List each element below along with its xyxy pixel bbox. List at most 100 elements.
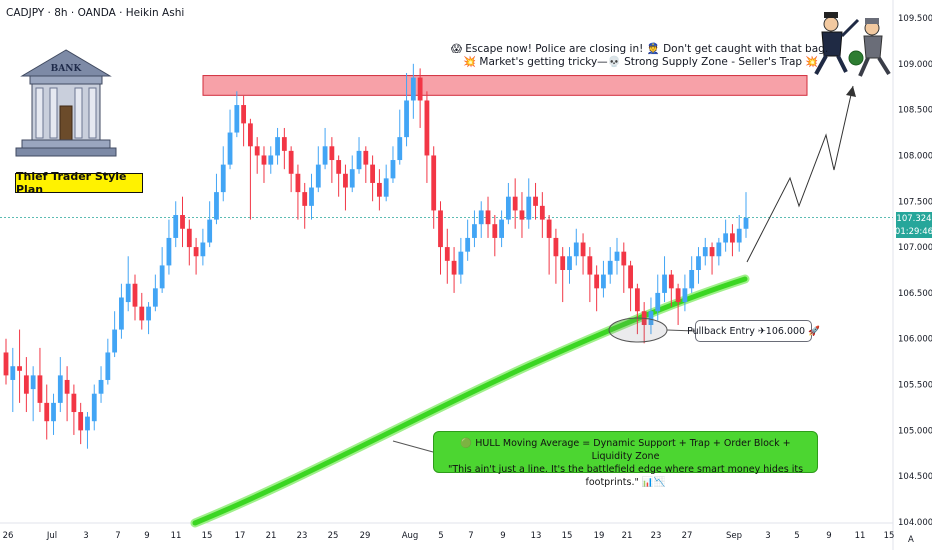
candle-body: [730, 233, 735, 243]
candle-body: [105, 352, 111, 380]
candle-body: [57, 375, 63, 403]
price-tick-label: 105.000: [898, 426, 932, 436]
time-tick-label: 3: [765, 531, 770, 541]
candle-body: [91, 393, 97, 422]
candle-body: [696, 256, 701, 270]
candle-body: [614, 251, 620, 261]
pullback-zone-ellipse: [608, 317, 668, 343]
price-tick-label: 108.000: [898, 151, 932, 161]
time-tick-label: 29: [360, 531, 371, 541]
time-tick-label: 21: [266, 531, 277, 541]
candle-body: [560, 256, 566, 270]
supply-zone[interactable]: [202, 75, 808, 96]
hull-moving-average: [190, 274, 750, 528]
candle-body: [261, 155, 267, 165]
candle-body: [329, 146, 335, 161]
candle-body: [139, 306, 145, 321]
warning-line-1: 😱 Escape now! Police are closing in! 👮 D…: [451, 43, 829, 55]
time-tick-label: 5: [794, 531, 799, 541]
time-tick-label: 7: [115, 531, 120, 541]
candle-body: [78, 412, 84, 431]
candle-body: [146, 306, 151, 321]
time-axis[interactable]: 26 Jul 3 7 9 11 15 17 21 23 25 29 Aug 5 7 9 13 15 19 21 23 27…: [3, 531, 895, 541]
time-tick-label: 3: [83, 531, 88, 541]
candle-body: [417, 77, 423, 101]
candle-body: [30, 375, 36, 390]
time-tick-label: 5: [438, 531, 443, 541]
candle-body: [248, 123, 253, 147]
candle-body: [485, 210, 491, 225]
candle-body: [505, 196, 511, 220]
hull-description-line-1: 🟢 HULL Moving Average = Dynamic Support …: [460, 438, 791, 462]
candle-body: [23, 375, 29, 394]
candle-body: [44, 402, 50, 422]
time-tick-label: 26: [3, 531, 14, 541]
candle-body: [410, 77, 416, 101]
candle-body: [37, 375, 43, 403]
time-tick-label: Sep: [726, 531, 742, 541]
candle-body: [180, 215, 185, 229]
price-tick-label: 104.000: [898, 518, 932, 528]
candle-body: [539, 205, 545, 220]
projection-arrowhead: [846, 86, 856, 97]
price-tick-label: 105.500: [898, 381, 932, 391]
candle-body: [580, 242, 586, 257]
time-tick-label: 11: [855, 531, 866, 541]
candle-body: [315, 164, 321, 188]
candle-body: [424, 100, 430, 156]
candle-body: [166, 237, 172, 266]
candle-body: [173, 215, 179, 238]
candle-body: [268, 155, 274, 165]
time-tick-label: Jul: [46, 531, 57, 541]
auto-scale-button[interactable]: A: [908, 535, 914, 545]
candle-body: [743, 217, 749, 229]
candle-body: [17, 366, 22, 371]
candle-body: [607, 260, 613, 275]
time-tick-label: 9: [826, 531, 831, 541]
candle-body: [716, 242, 722, 257]
candle-body: [186, 228, 192, 248]
warning-line-2: 💥 Market's getting tricky—💀 Strong Suppl…: [463, 56, 819, 68]
candle-body: [254, 146, 260, 156]
candle-body: [71, 393, 77, 413]
bank-icon: BANK: [12, 46, 120, 164]
candle-body: [689, 270, 695, 289]
hull-description-box[interactable]: 🟢 HULL Moving Average = Dynamic Support …: [433, 431, 818, 488]
candle-body: [125, 283, 131, 303]
candle-body: [64, 379, 70, 394]
candle-body: [458, 251, 464, 275]
candle-body: [648, 311, 654, 325]
price-tick-label: 107.500: [898, 197, 932, 207]
price-tick-label: 106.000: [898, 335, 932, 345]
candle-body: [152, 288, 158, 307]
candle-body: [634, 288, 640, 312]
candle-body: [499, 219, 504, 238]
candle-body: [349, 169, 355, 188]
price-tick-label: 104.500: [898, 472, 932, 482]
candle-body: [241, 105, 247, 124]
candle-body: [526, 196, 532, 220]
candle-body: [444, 247, 450, 261]
time-tick-label: 27: [682, 531, 693, 541]
candle-body: [220, 164, 226, 193]
pullback-entry-label[interactable]: Pullback Entry ✈106.000 🚀: [687, 320, 820, 342]
candle-body: [512, 196, 518, 211]
candle-body: [363, 150, 369, 165]
time-tick-label: 23: [297, 531, 308, 541]
time-tick-label: 15: [202, 531, 213, 541]
candle-body: [546, 219, 552, 238]
price-tick-label: 107.000: [898, 243, 932, 253]
candle-body: [519, 210, 525, 220]
candle-body: [567, 256, 572, 270]
price-axis[interactable]: 109.500 109.000 108.500 108.000 107.500 107.0…: [898, 14, 932, 528]
candle-body: [227, 132, 233, 165]
pullback-callout-line: [666, 329, 696, 332]
candle-body: [397, 137, 403, 161]
candle-body: [112, 329, 118, 353]
thief-police-icon: [814, 12, 891, 77]
candle-body: [587, 256, 593, 275]
candle-body: [234, 105, 240, 133]
candle-body: [370, 164, 376, 183]
candle-body: [709, 247, 715, 257]
candle-body: [682, 288, 688, 303]
